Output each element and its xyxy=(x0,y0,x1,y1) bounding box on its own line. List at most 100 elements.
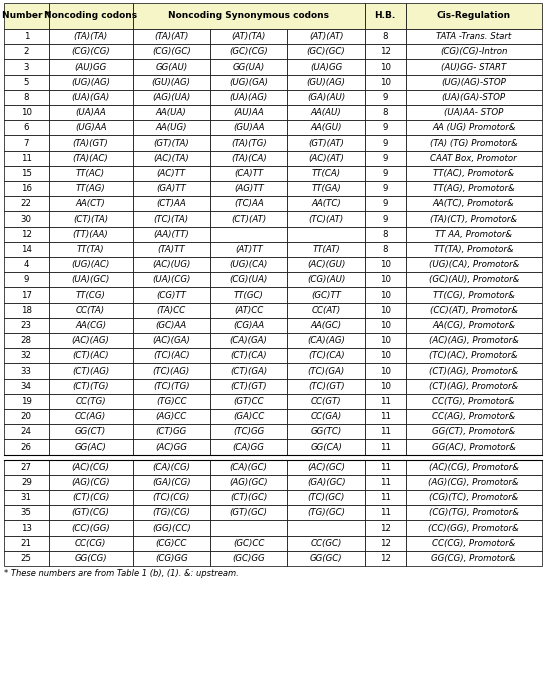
Text: (GU)(AG): (GU)(AG) xyxy=(152,78,191,87)
Text: GG(TC): GG(TC) xyxy=(311,428,342,436)
Text: 33: 33 xyxy=(21,367,32,376)
Bar xyxy=(365,3,406,29)
Text: (UA)(GC): (UA)(GC) xyxy=(72,275,110,285)
Text: (GA)(GC): (GA)(GC) xyxy=(307,478,346,487)
Bar xyxy=(210,424,287,439)
Bar xyxy=(49,226,133,242)
Bar xyxy=(406,333,542,348)
Text: (CT)(CA): (CT)(CA) xyxy=(230,352,267,360)
Text: 8: 8 xyxy=(382,245,388,254)
Bar xyxy=(287,272,365,287)
Bar xyxy=(406,521,542,536)
Bar xyxy=(287,181,365,196)
Text: 1: 1 xyxy=(23,32,29,41)
Text: (CC)(AT), Promotor&: (CC)(AT), Promotor& xyxy=(430,306,518,315)
Text: 8: 8 xyxy=(382,108,388,117)
Text: 6: 6 xyxy=(23,123,29,132)
Bar xyxy=(287,60,365,75)
Bar xyxy=(210,181,287,196)
Bar xyxy=(49,439,133,455)
Text: (TA)(AC): (TA)(AC) xyxy=(73,154,109,163)
Bar xyxy=(365,363,406,379)
Bar xyxy=(133,394,210,409)
Bar xyxy=(4,460,49,475)
Text: 10: 10 xyxy=(379,78,391,87)
Text: (TA)CC: (TA)CC xyxy=(157,306,186,315)
Text: (CT)GG: (CT)GG xyxy=(156,428,187,436)
Text: CC(CG): CC(CG) xyxy=(75,539,106,548)
Bar xyxy=(210,536,287,551)
Bar xyxy=(406,257,542,272)
Text: AA(TC), Promotor&: AA(TC), Promotor& xyxy=(433,199,515,209)
Bar xyxy=(133,521,210,536)
Bar xyxy=(210,475,287,490)
Text: (GT)(CG): (GT)(CG) xyxy=(72,508,110,517)
Text: (TA)(AT): (TA)(AT) xyxy=(154,32,188,41)
Text: 11: 11 xyxy=(379,462,391,472)
Bar xyxy=(210,287,287,302)
Bar xyxy=(4,105,49,120)
Text: (CT)(TG): (CT)(TG) xyxy=(72,382,109,391)
Text: 9: 9 xyxy=(383,138,388,148)
Bar xyxy=(287,302,365,318)
Text: CC(AG): CC(AG) xyxy=(75,412,106,421)
Text: (CT)(AC): (CT)(AC) xyxy=(72,352,109,360)
Bar xyxy=(287,257,365,272)
Text: (TC)(GC): (TC)(GC) xyxy=(307,493,345,502)
Bar xyxy=(365,409,406,424)
Text: (GT)(AT): (GT)(AT) xyxy=(308,138,344,148)
Bar xyxy=(287,551,365,566)
Text: (AT)(TA): (AT)(TA) xyxy=(232,32,266,41)
Text: (UA)AA: (UA)AA xyxy=(75,108,106,117)
Bar xyxy=(406,394,542,409)
Bar xyxy=(210,439,287,455)
Text: Noncoding codons: Noncoding codons xyxy=(44,12,137,21)
Text: (TC)(AG): (TC)(AG) xyxy=(153,367,190,376)
Bar xyxy=(287,318,365,333)
Bar xyxy=(4,75,49,90)
Bar xyxy=(406,181,542,196)
Bar xyxy=(287,363,365,379)
Text: Number *: Number * xyxy=(2,12,50,21)
Text: (AC)(UG): (AC)(UG) xyxy=(152,260,191,269)
Text: (AC)(AG): (AC)(AG) xyxy=(72,336,110,345)
Text: (AC)(AG), Promotor&: (AC)(AG), Promotor& xyxy=(429,336,519,345)
Bar xyxy=(210,60,287,75)
Bar xyxy=(210,551,287,566)
Text: (AG)CC: (AG)CC xyxy=(156,412,187,421)
Bar xyxy=(4,424,49,439)
Bar xyxy=(406,135,542,150)
Bar xyxy=(287,196,365,211)
Bar xyxy=(365,302,406,318)
Bar xyxy=(49,29,133,44)
Text: (AT)TT: (AT)TT xyxy=(235,245,263,254)
Bar xyxy=(49,150,133,166)
Bar xyxy=(365,211,406,226)
Text: GG(AC): GG(AC) xyxy=(75,443,106,451)
Text: GG(CA): GG(CA) xyxy=(310,443,342,451)
Text: 30: 30 xyxy=(21,215,32,224)
Bar xyxy=(133,120,210,135)
Text: 11: 11 xyxy=(21,154,32,163)
Text: (AG)(CG), Promotor&: (AG)(CG), Promotor& xyxy=(429,478,519,487)
Text: (GA)CC: (GA)CC xyxy=(233,412,264,421)
Text: (AG)(UA): (AG)(UA) xyxy=(152,93,191,102)
Text: TT(AC): TT(AC) xyxy=(76,169,105,178)
Text: 11: 11 xyxy=(379,428,391,436)
Bar xyxy=(210,166,287,181)
Bar xyxy=(4,333,49,348)
Bar xyxy=(133,3,365,29)
Bar xyxy=(49,536,133,551)
Text: (UA)(AG): (UA)(AG) xyxy=(230,93,268,102)
Bar xyxy=(287,120,365,135)
Bar xyxy=(365,475,406,490)
Bar xyxy=(287,287,365,302)
Text: (CG)(AU): (CG)(AU) xyxy=(307,275,345,285)
Bar xyxy=(4,505,49,521)
Text: (GA)(AU): (GA)(AU) xyxy=(307,93,345,102)
Text: TT(AT): TT(AT) xyxy=(312,245,340,254)
Text: (TT)(AA): (TT)(AA) xyxy=(73,230,109,239)
Bar xyxy=(365,196,406,211)
Bar xyxy=(133,439,210,455)
Bar xyxy=(287,150,365,166)
